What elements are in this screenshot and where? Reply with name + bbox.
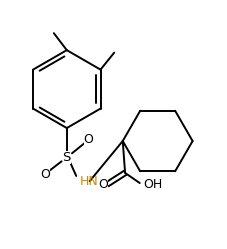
- Text: OH: OH: [143, 178, 162, 191]
- Text: O: O: [83, 133, 93, 146]
- Text: S: S: [62, 151, 71, 164]
- Text: O: O: [40, 168, 50, 181]
- Text: O: O: [98, 178, 108, 191]
- Text: HN: HN: [79, 175, 98, 188]
